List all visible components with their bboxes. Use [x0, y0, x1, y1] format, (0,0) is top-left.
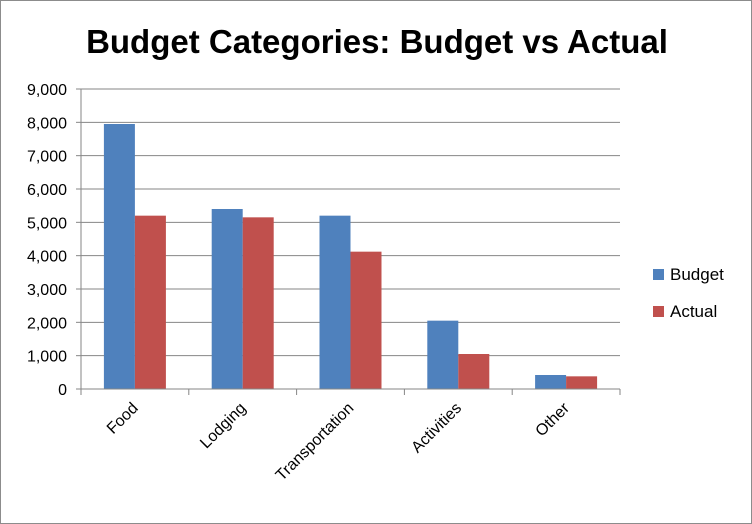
y-tick-label: 8,000: [27, 115, 67, 132]
legend-label-budget: Budget: [670, 265, 724, 284]
bar-budget-food: [103, 124, 135, 389]
y-tick-label: 4,000: [27, 249, 67, 266]
bar-budget-activities: [427, 320, 459, 389]
y-tick-label: 2,000: [27, 315, 67, 332]
bar-actual-other: [566, 376, 598, 389]
x-tick-label: Transportation: [273, 400, 358, 485]
bar-budget-other: [535, 375, 567, 389]
bar-budget-lodging: [211, 209, 243, 389]
y-tick-label: 5,000: [27, 215, 67, 232]
y-tick-label: 9,000: [27, 82, 67, 99]
y-tick-label: 3,000: [27, 282, 67, 299]
y-tick-label: 7,000: [27, 149, 67, 166]
x-axis-ticks: Food Lodging Transportation Activities Other: [104, 399, 573, 484]
x-tick-label: Lodging: [197, 400, 249, 452]
x-tick-label: Food: [104, 400, 142, 438]
bar-budget-transportation: [319, 215, 351, 389]
legend-swatch-budget: [653, 269, 664, 280]
y-tick-label: 1,000: [27, 349, 67, 366]
bars: [103, 124, 598, 389]
y-axis-ticks: 0 1,000 2,000 3,000 4,000 5,000 6,000 7,000 8,00…: [27, 82, 67, 399]
bar-actual-transportation: [350, 251, 382, 389]
x-tick-label: Activities: [408, 400, 465, 457]
legend: Budget Actual: [653, 265, 724, 321]
chart-title: Budget Categories: Budget vs Actual: [86, 23, 668, 60]
y-tick-label: 6,000: [27, 182, 67, 199]
bar-actual-lodging: [242, 217, 274, 389]
x-tick-label: Other: [533, 399, 574, 440]
axes: [76, 88, 621, 395]
legend-swatch-actual: [653, 306, 664, 317]
y-tick-label: 0: [58, 382, 67, 399]
legend-label-actual: Actual: [670, 302, 717, 321]
bar-actual-food: [134, 215, 166, 389]
bar-actual-activities: [458, 354, 490, 389]
